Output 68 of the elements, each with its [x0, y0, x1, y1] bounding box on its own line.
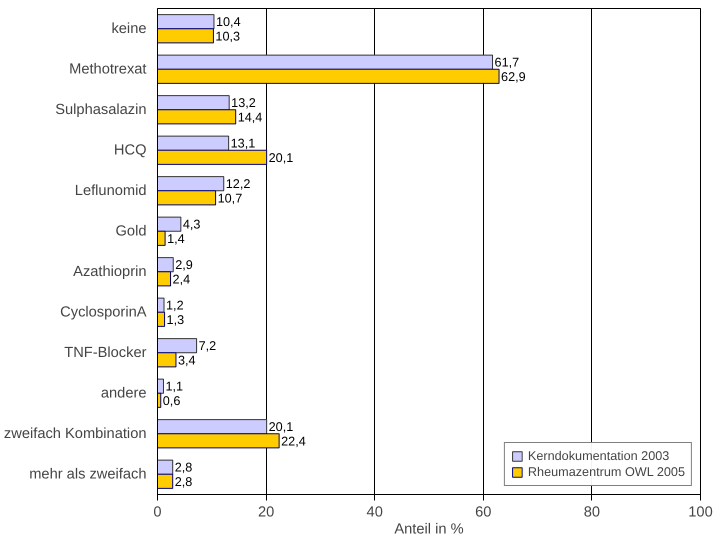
bar [158, 54, 494, 70]
y-tick-label: Sulphasalazin [55, 102, 147, 118]
data-label: 12,2 [226, 177, 250, 192]
data-label: 20,1 [268, 420, 294, 434]
data-label: 2,8 [174, 460, 192, 475]
y-tick-label: Leflunomid [74, 182, 147, 199]
bar [158, 136, 230, 151]
y-tick-label: Azathioprin [73, 264, 147, 280]
x-tick-label: 60 [475, 504, 492, 520]
x-tick-label: 0 [153, 504, 162, 520]
y-tick-label: andere [100, 385, 147, 402]
bar [158, 352, 176, 368]
bar [158, 150, 268, 165]
bar [158, 176, 224, 192]
bar [158, 95, 230, 110]
data-label: 0,6 [162, 394, 180, 408]
y-tick-label: Gold [116, 223, 147, 240]
data-label: 3,4 [178, 353, 196, 368]
data-label: 10,4 [216, 15, 241, 30]
bar [158, 14, 214, 30]
data-label: 1,2 [166, 298, 184, 313]
y-tick-label: keine [111, 20, 147, 37]
bar [158, 68, 500, 84]
legend-label: Rheumazentrum OWL 2005 [528, 465, 685, 479]
bar [158, 392, 162, 408]
x-tick-label: 40 [366, 504, 383, 520]
bar [158, 257, 174, 272]
data-label: 2,8 [174, 474, 192, 489]
x-axis-title: Anteil in % [394, 522, 464, 538]
bar [158, 109, 236, 124]
y-tick-label: HCQ [114, 142, 147, 158]
data-label: 13,2 [231, 96, 256, 110]
bar [158, 28, 214, 44]
y-tick-label: zweifach Kombination [4, 426, 147, 442]
data-label: 20,1 [268, 150, 294, 165]
data-label: 1,4 [167, 232, 185, 246]
bar [158, 474, 174, 489]
x-tick-label: 20 [258, 504, 274, 520]
data-label: 7,2 [198, 339, 216, 354]
bar [158, 190, 216, 206]
data-label: 10,3 [215, 29, 240, 44]
data-label: 1,3 [166, 312, 184, 327]
data-label: 10,7 [218, 191, 242, 206]
data-label: 62,9 [501, 70, 526, 84]
data-label: 1,1 [165, 380, 184, 394]
bar [158, 230, 166, 246]
y-tick-label: mehr als zweifach [29, 466, 147, 482]
bar [158, 433, 280, 448]
bar [158, 216, 182, 232]
data-label: 2,9 [175, 258, 193, 272]
data-label: 14,4 [238, 110, 262, 124]
y-tick-label: CyclosporinA [60, 304, 147, 320]
bar [158, 419, 268, 434]
bar [158, 338, 198, 354]
data-label: 4,3 [182, 218, 200, 232]
y-tick-label: TNF-Blocker [64, 344, 147, 361]
data-label: 61,7 [494, 56, 520, 70]
data-label: 13,1 [230, 136, 256, 151]
bar [158, 378, 164, 394]
data-label: 2,4 [172, 272, 190, 286]
y-tick-label: Methotrexat [69, 61, 146, 78]
bar [158, 271, 172, 286]
data-label: 22,4 [281, 434, 306, 448]
bar [158, 312, 166, 327]
x-tick-label: 80 [584, 504, 600, 520]
x-tick-label: 100 [688, 504, 713, 520]
bar [158, 460, 174, 475]
legend-label: Kerndokumentation 2003 [528, 449, 670, 463]
